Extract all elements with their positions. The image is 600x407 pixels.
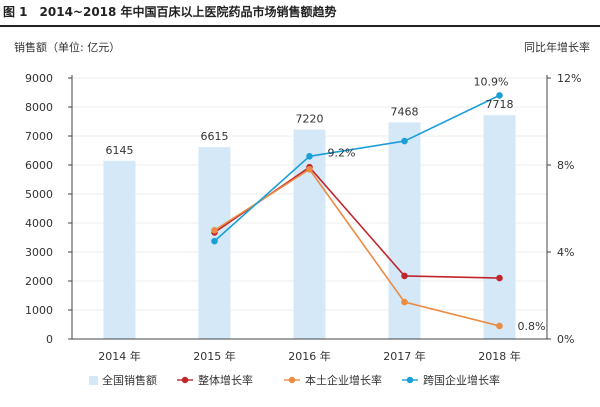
y-tick-label: 9000 [25,72,53,85]
series-point [401,298,408,306]
bar [293,129,326,339]
y2-tick-label: 0% [557,333,574,346]
legend-swatch-bar [89,376,98,385]
bar [388,122,421,339]
legend-label: 整体增长率 [198,373,253,387]
bar-value-label: 6145 [106,144,134,157]
x-tick-label: 2016 年 [288,349,331,363]
chart-texts: 销售额（单位: 亿元） 同比年增长率 0 1000 2000 3000 4000 5000 60… [14,40,590,363]
y-axis-title: 销售额（单位: 亿元） [14,40,120,54]
y2-axis-title: 同比年增长率 [524,40,590,54]
series-point [306,166,313,173]
annotation-label: 9.2% [328,146,356,159]
y-tick-label: 0 [46,333,53,346]
y-tick-label: 8000 [25,101,53,114]
y-tick-label: 2000 [25,275,53,288]
title-rule [0,25,600,27]
y-tick-label: 4000 [25,217,53,230]
x-tick-label: 2018 年 [478,349,521,363]
legend-label: 本土企业增长率 [305,373,382,387]
legend-swatch-point [406,376,414,384]
legend-swatch-point [181,376,189,384]
legend-label: 跨国企业增长率 [423,373,500,387]
figure-title-text: 2014~2018 年中国百床以上医院药品市场销售额趋势 [39,5,337,19]
figure-title: 图 1 2014~2018 年中国百床以上医院药品市场销售额趋势 [3,3,337,20]
series-lines [211,92,503,330]
series-point [306,153,313,160]
figure-number: 图 1 [3,5,28,19]
annotation-label: 10.9% [474,75,509,88]
x-tick-label: 2015 年 [193,349,236,363]
y2-tick-label: 4% [557,246,574,259]
y-tick-label: 3000 [25,246,53,259]
y2-tick-label: 12% [557,72,581,85]
bar-value-label: 7718 [486,98,514,111]
series-line [213,94,500,242]
series-point [211,226,218,234]
series-point [401,272,408,280]
series-point [496,92,503,99]
legend-swatch-point [288,376,296,384]
series-point [211,237,218,245]
series-point [401,137,408,145]
legend: 全国销售额 整体增长率 本土企业增长率 跨国企业增长率 [89,373,500,387]
bar [483,115,516,339]
bar [103,160,136,339]
bars [103,115,516,339]
y-tick-label: 6000 [25,159,53,172]
y-tick-label: 1000 [25,304,53,317]
series-line [214,168,500,327]
bar-value-label: 7220 [296,113,324,126]
y2-tick-label: 8% [557,159,574,172]
legend-label: 全国销售额 [102,373,157,387]
axes [68,75,551,340]
bar-value-label: 6615 [201,130,229,143]
y-tick-label: 5000 [25,188,53,201]
series-point [496,274,503,282]
x-tick-label: 2017 年 [383,349,426,363]
series-point [496,322,503,330]
y-tick-label: 7000 [25,130,53,143]
bar-value-label: 7468 [391,105,419,118]
x-tick-label: 2014 年 [98,349,141,363]
annotation-label: 0.8% [518,320,546,333]
